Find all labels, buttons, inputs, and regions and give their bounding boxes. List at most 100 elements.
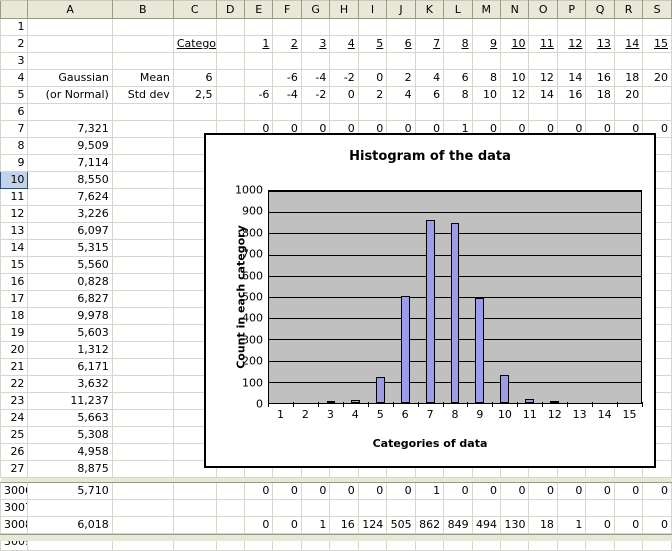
cell-mean-label[interactable]: Mean	[111, 69, 174, 87]
cell-bin-upper-8[interactable]: 6	[443, 69, 473, 87]
cell-empty[interactable]	[215, 52, 245, 70]
cell-empty[interactable]	[642, 18, 672, 36]
column-header-q[interactable]: Q	[585, 0, 615, 19]
column-header-n[interactable]: N	[500, 0, 530, 19]
cell-empty[interactable]	[329, 52, 359, 70]
cell-categories-label[interactable]: Categories	[172, 35, 217, 53]
cell-b[interactable]	[111, 409, 174, 427]
cell-bin-lower-12[interactable]: 16	[556, 86, 587, 104]
cell-b[interactable]	[111, 460, 174, 478]
cell-empty[interactable]	[300, 52, 331, 70]
cell-count[interactable]	[613, 499, 644, 517]
cell-total-15[interactable]: 0	[642, 516, 672, 534]
cell-bin-lower-9[interactable]: 10	[471, 86, 502, 104]
select-all-corner[interactable]	[0, 0, 29, 19]
cell-gaussian-label[interactable]: Gaussian	[27, 69, 113, 87]
column-header-c[interactable]: C	[172, 0, 217, 19]
cell-b[interactable]	[111, 205, 174, 223]
cell-count[interactable]	[329, 499, 359, 517]
cell-b-3007[interactable]	[111, 499, 174, 517]
column-header-i[interactable]: I	[357, 0, 388, 19]
row-header-1[interactable]: 1	[0, 18, 29, 36]
cell-total-1[interactable]: 0	[243, 516, 274, 534]
cell-empty[interactable]	[500, 103, 530, 121]
cell-empty[interactable]	[386, 103, 416, 121]
cell-empty[interactable]	[585, 103, 615, 121]
row-header-12[interactable]: 12	[0, 205, 29, 223]
histogram-chart[interactable]: Histogram of the data Count in each cate…	[204, 133, 656, 468]
cell-count[interactable]	[585, 499, 615, 517]
row-header-14[interactable]: 14	[0, 239, 29, 257]
cell-empty[interactable]	[414, 52, 445, 70]
cell-empty[interactable]	[243, 18, 274, 36]
cell-empty[interactable]	[528, 18, 558, 36]
cell-sample-value-16[interactable]: 0,828	[27, 273, 113, 291]
cell-b[interactable]	[111, 307, 174, 325]
cell-bin-lower-5[interactable]: 2	[357, 86, 388, 104]
cell-total-5[interactable]: 124	[357, 516, 388, 534]
row-header-3007[interactable]: 3007	[0, 499, 29, 517]
cell-sample-value-20[interactable]: 1,312	[27, 341, 113, 359]
cell-sample-value-3008[interactable]: 6,018	[27, 516, 113, 534]
cell-empty[interactable]	[443, 18, 473, 36]
cell-sample-value-7[interactable]: 7,321	[27, 120, 113, 138]
column-header-r[interactable]: R	[613, 0, 644, 19]
cell-total-8[interactable]: 849	[443, 516, 473, 534]
cell-d-3008[interactable]	[215, 516, 245, 534]
cell-c-3008[interactable]	[172, 516, 217, 534]
row-header-2[interactable]: 2	[0, 35, 29, 53]
cell-empty[interactable]	[272, 18, 302, 36]
cell-count-r3006-14[interactable]: 0	[613, 482, 644, 500]
cell-category-number-9[interactable]: 9	[471, 35, 502, 53]
column-header-h[interactable]: H	[329, 0, 359, 19]
cell-count[interactable]	[386, 499, 416, 517]
cell-b[interactable]	[111, 392, 174, 410]
cell-sample-value-25[interactable]: 5,308	[27, 426, 113, 444]
cell-empty[interactable]	[414, 18, 445, 36]
cell-b[interactable]	[111, 375, 174, 393]
cell-bin-upper-4[interactable]: -2	[329, 69, 359, 87]
column-header-m[interactable]: M	[471, 0, 502, 19]
cell-count-r3006-9[interactable]: 0	[471, 482, 502, 500]
cell-d4[interactable]	[215, 69, 245, 87]
row-header-22[interactable]: 22	[0, 375, 29, 393]
cell-c-3007[interactable]	[172, 499, 217, 517]
cell-empty[interactable]	[111, 18, 174, 36]
cell-count[interactable]	[357, 499, 388, 517]
column-header-k[interactable]: K	[414, 0, 445, 19]
cell-empty[interactable]	[172, 18, 217, 36]
cell-bin-upper-5[interactable]: 0	[357, 69, 388, 87]
cell-empty[interactable]	[27, 18, 113, 36]
cell-count-r3006-3[interactable]: 0	[300, 482, 331, 500]
cell-bin-upper-1[interactable]	[243, 69, 274, 87]
cell-count-r3006-7[interactable]: 1	[414, 482, 445, 500]
cell-count-r3006-12[interactable]: 0	[556, 482, 587, 500]
cell-category-number-8[interactable]: 8	[443, 35, 473, 53]
cell-b[interactable]	[111, 290, 174, 308]
cell-total-9[interactable]: 494	[471, 516, 502, 534]
row-header-11[interactable]: 11	[0, 188, 29, 206]
row-header-23[interactable]: 23	[0, 392, 29, 410]
cell-b[interactable]	[111, 443, 174, 461]
cell-bin-lower-4[interactable]: 0	[329, 86, 359, 104]
cell-empty[interactable]	[471, 18, 502, 36]
cell-bin-lower-14[interactable]: 20	[613, 86, 644, 104]
cell-empty[interactable]	[386, 52, 416, 70]
row-header-8[interactable]: 8	[0, 137, 29, 155]
cell-b[interactable]	[111, 120, 174, 138]
cell-empty[interactable]	[500, 52, 530, 70]
cell-bin-upper-13[interactable]: 16	[585, 69, 615, 87]
cell-b[interactable]	[111, 171, 174, 189]
cell-empty[interactable]	[215, 103, 245, 121]
cell-bin-upper-15[interactable]: 20	[642, 69, 672, 87]
cell-count[interactable]	[272, 499, 302, 517]
cell-empty[interactable]	[172, 103, 217, 121]
cell-bin-lower-8[interactable]: 8	[443, 86, 473, 104]
cell-sample-value-24[interactable]: 5,663	[27, 409, 113, 427]
cell-bin-lower-1[interactable]: -6	[243, 86, 274, 104]
cell-empty[interactable]	[300, 18, 331, 36]
cell-count[interactable]	[528, 499, 558, 517]
cell-d2[interactable]	[215, 35, 245, 53]
row-header-20[interactable]: 20	[0, 341, 29, 359]
cell-count[interactable]	[556, 499, 587, 517]
